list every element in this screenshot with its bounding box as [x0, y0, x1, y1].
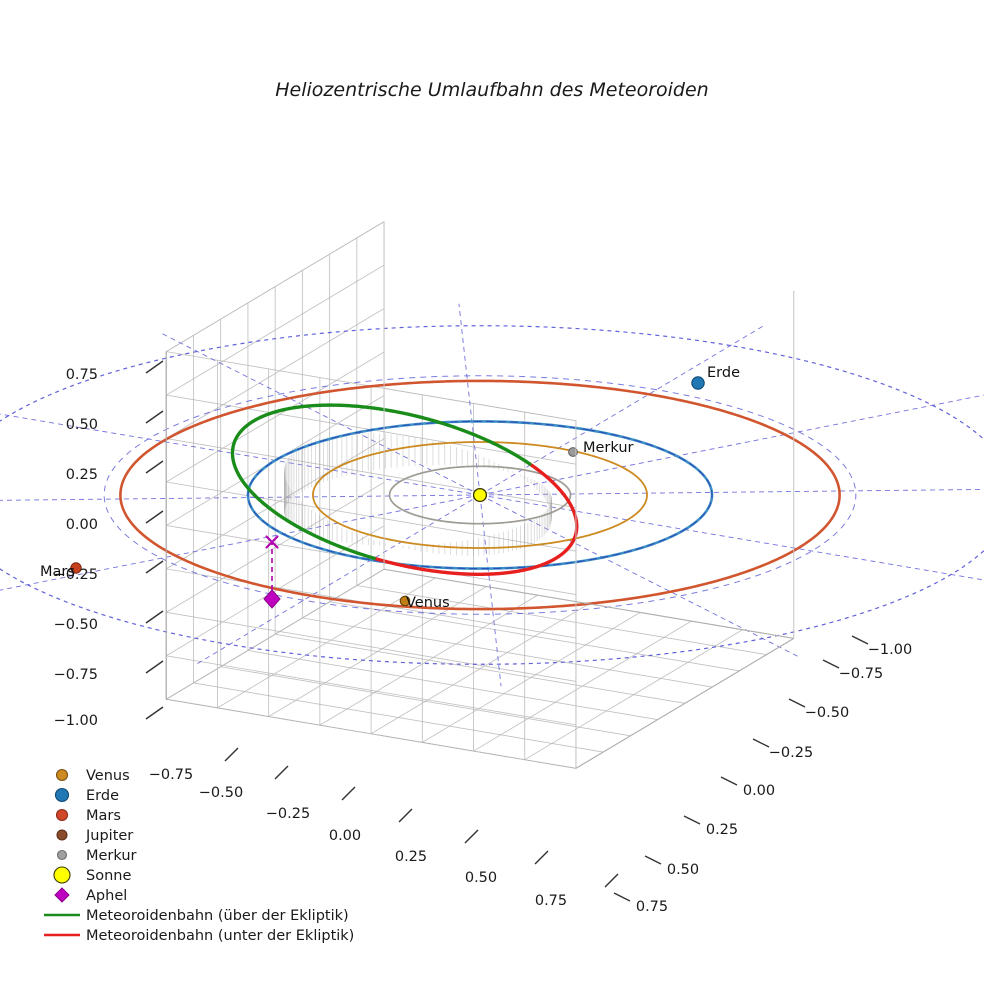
- legend-dot-swatch: [55, 808, 69, 822]
- legend-dot-swatch: [56, 849, 68, 861]
- axis-z-tick-label: 0.00: [66, 517, 98, 533]
- earth-marker: [691, 376, 705, 390]
- axis-y-tick-label: 0.25: [706, 822, 738, 838]
- tick-labels: 0.75 0.50 0.25 0.00 −0.25 −0.50 −0.75 −1.00 −0.7…: [54, 367, 913, 915]
- axis-y-tick-label: −0.50: [805, 705, 849, 721]
- page-title: Heliozentrische Umlaufbahn des Meteoroid…: [275, 79, 708, 101]
- legend-item-label[interactable]: Mars: [86, 808, 121, 824]
- venus-marker: [399, 595, 411, 607]
- body-markers: [70, 376, 705, 609]
- legend-diamond-swatch: [54, 887, 70, 903]
- axis-z-tick-label: −0.25: [54, 567, 98, 583]
- legend-item-label[interactable]: Jupiter: [85, 828, 133, 844]
- annotation-venus: Venus: [406, 595, 450, 611]
- legend-item-label[interactable]: Merkur: [86, 848, 137, 864]
- axis-x-tick-label: 0.25: [395, 849, 427, 865]
- legend-item-label[interactable]: Erde: [86, 788, 119, 804]
- axis-spines-ticks: [145, 221, 869, 902]
- mercury-marker: [568, 447, 578, 457]
- legend-dot-swatch: [54, 787, 70, 803]
- axis-z-tick-label: 0.50: [66, 417, 98, 433]
- axis-y-tick-label: −1.00: [868, 642, 912, 658]
- annotation-merkur: Merkur: [583, 440, 634, 456]
- aphel-marker: [263, 589, 281, 609]
- legend-dot-swatch: [53, 866, 71, 884]
- axis-x-tick-label: −0.25: [266, 806, 310, 822]
- planet-orbits: [119, 379, 841, 611]
- axis-z-tick-label: −0.75: [54, 667, 98, 683]
- projection-stems: [284, 433, 552, 556]
- axis-y-tick-label: 0.00: [743, 783, 775, 799]
- legend-item-label[interactable]: Meteoroidenbahn (unter der Ekliptik): [86, 928, 354, 944]
- mars-marker: [70, 562, 82, 574]
- axis-z-tick-label: 0.25: [66, 467, 98, 483]
- annotation-erde: Erde: [707, 365, 740, 381]
- axis-z-tick-label: 0.75: [66, 367, 98, 383]
- legend-item-label[interactable]: Aphel: [86, 888, 127, 904]
- axis-x-tick-label: 0.50: [465, 870, 497, 886]
- axis-y-tick-label: −0.25: [769, 745, 813, 761]
- legend[interactable]: Venus Erde Mars Jupiter Merkur Sonne Aphel Mete…: [44, 768, 354, 944]
- axis-x-tick-label: −0.50: [199, 785, 243, 801]
- axis-x-tick-label: 0.75: [535, 893, 567, 909]
- axis-x-tick-label: 0.00: [329, 828, 361, 844]
- axis-z-tick-label: −1.00: [54, 713, 98, 729]
- axis-y-tick-label: 0.75: [636, 899, 668, 915]
- meteoroid-orbit: [230, 403, 579, 576]
- legend-item-label[interactable]: Sonne: [86, 868, 131, 884]
- axis-y-tick-label: −0.75: [839, 666, 883, 682]
- axis-y-tick-label: 0.50: [667, 862, 699, 878]
- sun-marker: [472, 487, 488, 503]
- legend-dot-swatch: [56, 829, 68, 841]
- legend-item-label[interactable]: Venus: [86, 768, 130, 784]
- legend-item-label[interactable]: Meteoroidenbahn (über der Ekliptik): [86, 908, 349, 924]
- legend-dot-swatch: [55, 768, 69, 782]
- aphel-projection-cross: [265, 535, 279, 549]
- axis-z-tick-label: −0.50: [54, 617, 98, 633]
- body-annotations: Merkur Venus Erde Mars: [40, 365, 740, 611]
- annotation-mars: Mars: [40, 564, 75, 580]
- axis-x-tick-label: −0.75: [149, 767, 193, 783]
